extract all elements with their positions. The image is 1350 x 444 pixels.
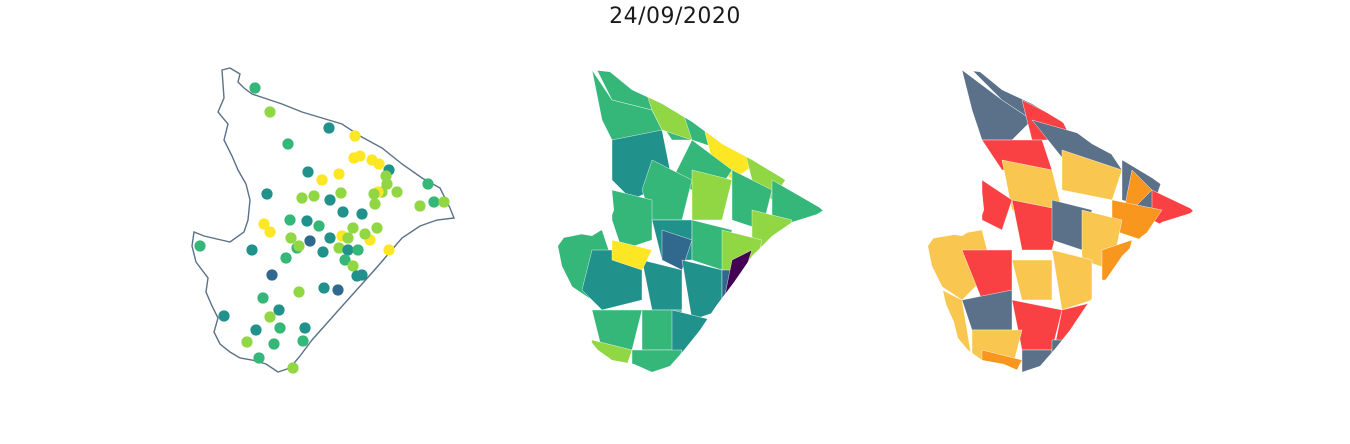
station-point [284, 214, 296, 226]
municipality-region [1051, 339, 1083, 372]
station-point [293, 286, 305, 298]
station-point [347, 222, 359, 234]
station-point [337, 206, 349, 218]
municipality-region [681, 259, 723, 321]
station-point [282, 138, 294, 150]
municipality-region [611, 239, 653, 271]
station-point [318, 282, 330, 294]
station-point [381, 178, 393, 190]
municipality-region [631, 349, 683, 372]
station-point [257, 292, 269, 304]
station-point [297, 335, 309, 347]
municipality-region [1011, 259, 1053, 301]
station-point [369, 198, 381, 210]
station-point [422, 178, 434, 190]
station-point [335, 187, 347, 199]
station-point [246, 244, 258, 256]
municipality-region [691, 169, 733, 221]
station-point [332, 284, 344, 296]
station-point [264, 226, 276, 238]
map-choropleth-panel [552, 60, 832, 380]
station-point [342, 232, 354, 244]
station-point [371, 222, 383, 234]
map-points [191, 67, 455, 374]
station-point [268, 338, 280, 350]
station-point [287, 362, 299, 374]
station-point [339, 254, 351, 266]
station-point [293, 240, 305, 252]
station-point [373, 158, 385, 170]
municipality-region [961, 289, 1013, 331]
station-point [266, 269, 278, 281]
station-point [317, 246, 329, 258]
station-point [250, 324, 262, 336]
station-point [356, 208, 368, 220]
station-point [324, 232, 336, 244]
map-categorical [928, 70, 1194, 372]
station-point [368, 188, 380, 200]
station-point [359, 228, 371, 240]
station-point [264, 106, 276, 118]
station-point [323, 122, 335, 134]
municipality-region [928, 70, 1194, 131]
state-outline [191, 67, 455, 373]
station-point [302, 166, 314, 178]
station-point [342, 244, 354, 256]
station-point [324, 194, 336, 206]
station-point [258, 218, 270, 230]
map-categorical-panel [922, 60, 1202, 380]
station-point [347, 260, 359, 272]
station-point [194, 240, 206, 252]
municipality-region [641, 259, 683, 311]
map-points-panel [182, 60, 462, 380]
map-choropleth [558, 70, 824, 372]
categorical-regions [928, 70, 1194, 372]
station-point [414, 200, 426, 212]
station-point [333, 168, 345, 180]
station-point [274, 322, 286, 334]
station-point [261, 188, 273, 200]
station-point [316, 174, 328, 186]
municipality-region [1021, 349, 1053, 372]
municipality-region [1051, 249, 1093, 311]
choropleth-regions [558, 70, 824, 372]
station-point [383, 244, 395, 256]
station-point [349, 130, 361, 142]
station-point [280, 252, 292, 264]
station-point [249, 82, 261, 94]
station-point [313, 220, 325, 232]
station-point [218, 310, 230, 322]
station-point [296, 192, 308, 204]
station-point [273, 304, 285, 316]
station-point [301, 215, 313, 227]
station-point [264, 311, 276, 323]
station-point [428, 196, 440, 208]
station-points [194, 82, 450, 374]
station-point [391, 186, 403, 198]
station-point [304, 235, 316, 247]
station-point [308, 190, 320, 202]
station-point [333, 242, 345, 254]
station-point [285, 232, 297, 244]
station-point [241, 336, 253, 348]
municipality-region [1051, 299, 1103, 361]
municipality-region [611, 189, 653, 251]
station-point [352, 244, 364, 256]
station-point [356, 269, 368, 281]
station-point [438, 196, 450, 208]
station-point [348, 152, 360, 164]
station-point [299, 322, 311, 334]
figure-title: 24/09/2020 [609, 4, 741, 29]
station-point [253, 352, 265, 364]
